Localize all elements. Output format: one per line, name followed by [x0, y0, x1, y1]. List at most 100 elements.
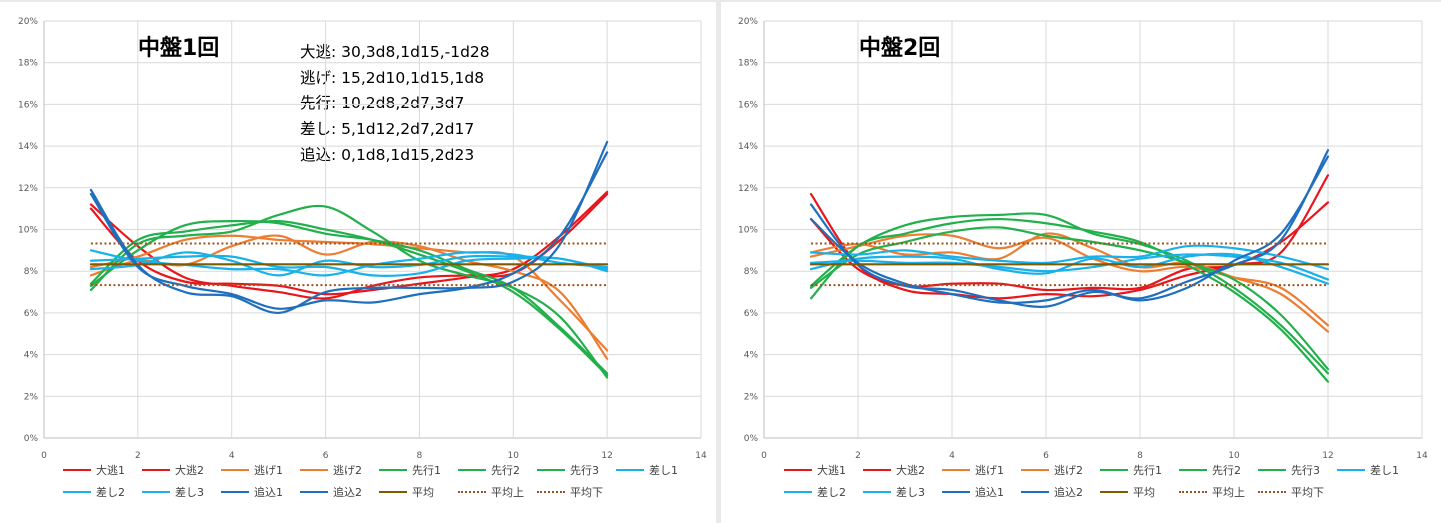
legend-swatch [379, 469, 407, 471]
legend-swatch [616, 469, 644, 471]
legend-label: 先行2 [1212, 464, 1241, 477]
legend-label: 追込1 [975, 486, 1004, 499]
legend-label: 大逃1 [96, 464, 125, 477]
x-tick-label: 8 [1137, 451, 1143, 461]
y-tick-label: 0% [24, 434, 39, 444]
x-tick-label: 4 [949, 451, 955, 461]
legend-swatch [1100, 469, 1128, 471]
legend-row: 大逃1 大逃2 逃げ1 逃げ2 先行1 先行2 先行3 差し1 [721, 461, 1441, 479]
legend-swatch [1258, 491, 1286, 493]
legend-row: 大逃1 大逃2 逃げ1 逃げ2 先行1 先行2 先行3 差し1 [0, 461, 716, 479]
legend-swatch [458, 491, 486, 493]
legend-item: 平均下 [1258, 483, 1324, 501]
legend-swatch [1179, 491, 1207, 493]
legend-label: 平均下 [570, 486, 603, 499]
legend-swatch [1021, 491, 1049, 493]
legend-item: 平均上 [1179, 483, 1245, 501]
annotation-block: 大逃: 30,3d8,1d15,-1d28 逃げ: 15,2d10,1d15,1… [300, 40, 490, 168]
legend-item: 大逃1 [63, 461, 125, 479]
legend-label: 逃げ2 [333, 464, 362, 477]
series-line-差し1 [809, 244, 1330, 271]
series-line-差し2 [89, 254, 609, 277]
legend-label: 平均上 [1212, 486, 1245, 499]
legend-swatch [379, 491, 407, 493]
legend-label: 平均上 [491, 486, 524, 499]
legend-label: 大逃1 [817, 464, 846, 477]
legend-label: 先行3 [1291, 464, 1320, 477]
legend-swatch [784, 469, 812, 471]
legend-item: 差し3 [863, 483, 925, 501]
y-tick-label: 18% [738, 59, 758, 69]
chart-title: 中盤1回 [138, 36, 220, 61]
legend-swatch [300, 469, 328, 471]
y-tick-label: 16% [738, 100, 758, 110]
legend-label: 逃げ2 [1054, 464, 1083, 477]
y-tick-label: 6% [744, 309, 759, 319]
y-tick-label: 20% [738, 17, 758, 27]
legend-label: 先行3 [570, 464, 599, 477]
x-tick-label: 14 [1416, 451, 1428, 461]
legend-swatch [942, 469, 970, 471]
y-tick-label: 0% [744, 434, 759, 444]
x-tick-label: 10 [1228, 451, 1240, 461]
legend-swatch [942, 491, 970, 493]
y-tick-label: 2% [744, 392, 759, 402]
series-line-追込2 [809, 155, 1330, 304]
y-tick-label: 14% [738, 142, 758, 152]
legend-item: 追込1 [221, 483, 283, 501]
legend-item: 追込2 [300, 483, 362, 501]
chart-panel-1: 中盤1回 大逃: 30,3d8,1d15,-1d28 逃げ: 15,2d10,1… [0, 2, 716, 523]
legend-label: 追込2 [333, 486, 362, 499]
legend-swatch [221, 491, 249, 493]
x-tick-label: 6 [323, 451, 329, 461]
legend-swatch [458, 469, 486, 471]
series-line-差し3 [89, 251, 609, 277]
legend-label: 大逃2 [896, 464, 925, 477]
series-line-差し2 [809, 253, 1330, 281]
chart-panel-2: 中盤2回 0% 2% 4% 6% 8% 10% 12% 14% 16% 18% 20% 0 2 4 6 8 10… [721, 2, 1441, 523]
y-tick-label: 12% [18, 184, 38, 194]
annotation-line: 差し: 5,1d12,2d7,2d17 [300, 120, 475, 139]
legend-item: 逃げ2 [1021, 461, 1083, 479]
x-tick-label: 0 [761, 451, 767, 461]
x-tick-label: 2 [855, 451, 861, 461]
legend-swatch [142, 469, 170, 471]
chart-title: 中盤2回 [859, 36, 941, 61]
legend-item: 先行2 [458, 461, 520, 479]
legend-swatch [1258, 469, 1286, 471]
y-tick-label: 10% [738, 226, 758, 236]
legend-item: 平均上 [458, 483, 524, 501]
x-tick-label: 12 [1322, 451, 1333, 461]
legend-swatch [63, 491, 91, 493]
annotation-line: 大逃: 30,3d8,1d15,-1d28 [300, 43, 490, 61]
legend-item: 先行3 [537, 461, 599, 479]
legend-label: 大逃2 [175, 464, 204, 477]
legend-label: 差し2 [96, 486, 125, 499]
series-line-差し3 [809, 252, 1330, 285]
legend-label: 差し3 [175, 486, 204, 499]
legend-swatch [63, 469, 91, 471]
x-tick-label: 8 [417, 451, 423, 461]
legend-label: 追込1 [254, 486, 283, 499]
y-tick-label: 16% [18, 100, 38, 110]
series-line-先行2 [809, 217, 1330, 383]
y-tick-label: 6% [24, 309, 39, 319]
x-tick-label: 4 [229, 451, 235, 461]
series-line-先行3 [89, 204, 609, 379]
x-tick-label: 10 [508, 451, 520, 461]
series-line-逃げ2 [89, 234, 609, 360]
series-line-追込2 [89, 151, 609, 310]
legend-item: 差し2 [784, 483, 846, 501]
legend-item: 逃げ1 [942, 461, 1004, 479]
legend-swatch [300, 491, 328, 493]
legend-label: 逃げ1 [975, 464, 1004, 477]
legend-label: 平均 [1133, 486, 1155, 499]
y-tick-label: 12% [738, 184, 758, 194]
legend-row: 差し2 差し3 追込1 追込2 平均 平均上 平均下 [721, 483, 1441, 501]
legend-item: 逃げ1 [221, 461, 283, 479]
series-line-先行2 [89, 219, 609, 377]
legend-swatch [1337, 469, 1365, 471]
legend-swatch [784, 491, 812, 493]
x-tick-label: 2 [135, 451, 141, 461]
series-line-先行1 [809, 212, 1330, 375]
